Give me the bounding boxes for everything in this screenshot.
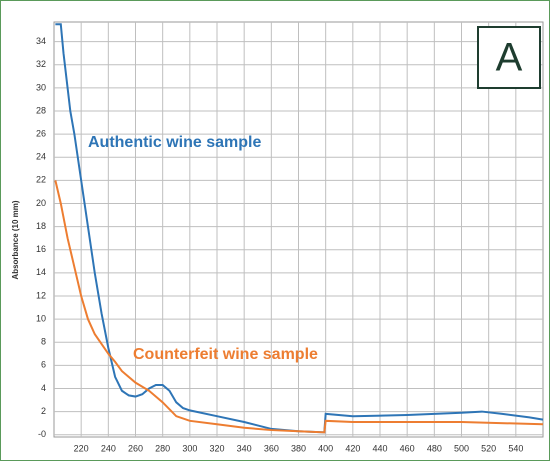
y-tick-label: 16 (36, 244, 46, 254)
x-tick-label: 300 (182, 443, 197, 453)
y-tick-label: 10 (36, 313, 46, 323)
x-tick-label: 420 (345, 443, 360, 453)
panel-box (477, 26, 541, 89)
y-tick-label: 14 (36, 267, 46, 277)
x-tick-label: 220 (74, 443, 89, 453)
y-tick-label: 34 (36, 36, 46, 46)
y-tick-label: 4 (41, 383, 46, 393)
y-tick-label: 24 (36, 152, 46, 162)
data-line (55, 23, 544, 434)
y-tick-label: 22 (36, 175, 46, 185)
x-tick-label: 280 (155, 443, 170, 453)
y-tick-label: 32 (36, 59, 46, 69)
panel-label: A (496, 36, 523, 80)
x-tick-label: 340 (237, 443, 252, 453)
y-tick-label: 18 (36, 221, 46, 231)
y-axis-label: Absorbance (10 mm) (11, 200, 20, 279)
y-tick-label: 6 (41, 360, 46, 370)
x-tick-label: 400 (318, 443, 333, 453)
y-tick-label: 2 (41, 406, 46, 416)
x-tick-label: 240 (101, 443, 116, 453)
y-tick-label: 8 (41, 337, 46, 347)
y-tick-label: 26 (36, 129, 46, 139)
x-tick-label: 460 (400, 443, 415, 453)
series-label: Counterfeit wine sample (133, 346, 318, 363)
x-tick-label: 360 (264, 443, 279, 453)
y-tick-label: 12 (36, 290, 46, 300)
x-tick-label: 540 (508, 443, 523, 453)
x-tick-label: 440 (372, 443, 387, 453)
series-label: Authentic wine sample (88, 134, 261, 151)
x-tick-label: 480 (427, 443, 442, 453)
x-tick-label: 520 (481, 443, 496, 453)
y-tick-label: 30 (36, 82, 46, 92)
x-tick-label: 500 (454, 443, 469, 453)
x-tick-label: 260 (128, 443, 143, 453)
data-line (54, 180, 544, 434)
y-tick-label: 28 (36, 105, 46, 115)
x-tick-label: 320 (209, 443, 224, 453)
y-tick-label: -0 (38, 429, 46, 439)
x-tick-label: 380 (291, 443, 306, 453)
y-tick-label: 20 (36, 198, 46, 208)
